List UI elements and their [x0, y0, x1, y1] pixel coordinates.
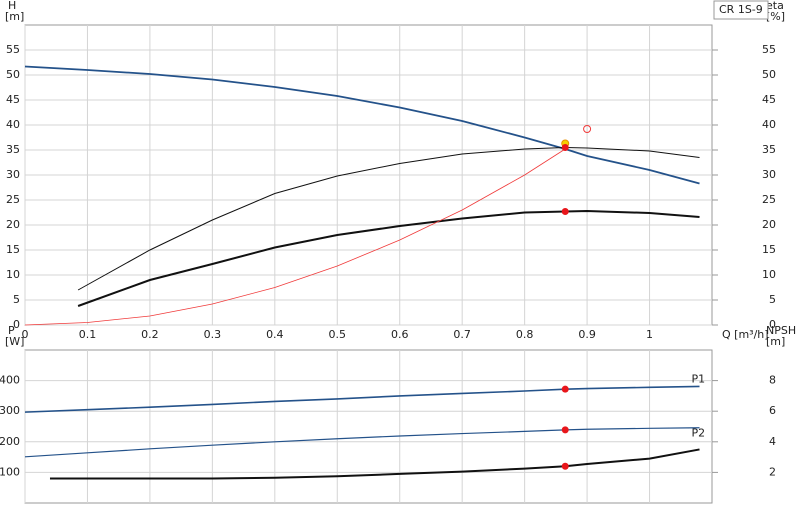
legend-text: CR 1S-9	[719, 3, 763, 16]
series-line	[77, 209, 700, 307]
legend-box	[713, 0, 769, 20]
y2-tick-label: 30	[762, 168, 776, 181]
y2-tick-label: 4	[769, 435, 776, 448]
y2-tick-label: 20	[762, 218, 776, 231]
x-tick-label: 0.9	[578, 328, 596, 341]
y-tick-label: 0	[13, 318, 20, 331]
y-tick-label: 30	[6, 168, 20, 181]
marker	[561, 426, 569, 434]
y2-axis-label: [m]	[766, 335, 785, 348]
y-axis-label: H	[8, 0, 16, 12]
y2-tick-label: 10	[762, 268, 776, 281]
series-line	[24, 385, 700, 413]
y-tick-label: 200	[0, 435, 20, 448]
x-tick-label: 0.7	[453, 328, 471, 341]
y-axis-label: [W]	[5, 335, 24, 348]
y-tick-label: 5	[13, 293, 20, 306]
y2-tick-label: 50	[762, 68, 776, 81]
marker	[561, 144, 569, 151]
x-tick-label: 0.5	[329, 328, 347, 341]
y2-tick-label: 8	[769, 374, 776, 387]
y2-tick-label: 25	[762, 193, 776, 206]
y2-tick-label: 45	[762, 93, 776, 106]
y2-tick-label: 40	[762, 118, 776, 131]
y-tick-label: 40	[6, 118, 20, 131]
series-line	[49, 448, 700, 480]
y2-tick-label: 5	[769, 293, 776, 306]
x-tick-label: 0	[22, 328, 29, 341]
marker	[561, 462, 569, 470]
x-tick-label: 0.6	[391, 328, 409, 341]
y2-tick-label: 35	[762, 143, 776, 156]
y-tick-label: 25	[6, 193, 20, 206]
y2-tick-label: 2	[769, 465, 776, 478]
y2-axis-label: eta	[766, 0, 784, 12]
marker	[583, 125, 592, 133]
y2-tick-label: 15	[762, 243, 776, 256]
x-tick-label: 0.1	[79, 328, 97, 341]
y-tick-label: 45	[6, 93, 20, 106]
y-tick-label: 10	[6, 268, 20, 281]
y-axis-label: [m]	[5, 10, 24, 23]
series-line	[24, 65, 700, 185]
y2-tick-label: 0	[769, 318, 776, 331]
y2-tick-label: 6	[769, 404, 776, 417]
series-line	[24, 427, 700, 458]
x-axis-label: Q [m³/h]	[722, 328, 769, 341]
y-tick-label: 300	[0, 404, 20, 417]
x-tick-label: 0.3	[204, 328, 222, 341]
marker	[561, 208, 569, 215]
x-tick-label: 0.4	[266, 328, 284, 341]
plot-frame	[24, 349, 713, 504]
y-tick-label: 35	[6, 143, 20, 156]
y-axis-label: P	[8, 324, 15, 337]
series-label: P1	[692, 372, 706, 385]
y-tick-label: 55	[6, 43, 20, 56]
y-tick-label: 15	[6, 243, 20, 256]
x-tick-label: 0.8	[516, 328, 534, 341]
x-tick-label: 1	[646, 328, 653, 341]
series-line	[24, 148, 566, 326]
y-tick-label: 100	[0, 465, 20, 478]
y-tick-label: 400	[0, 374, 20, 387]
y-tick-label: 50	[6, 68, 20, 81]
series-line	[77, 146, 700, 291]
series-label: P2	[692, 427, 706, 440]
y2-tick-label: 55	[762, 43, 776, 56]
y2-axis-label: [%]	[766, 10, 785, 23]
marker	[561, 385, 569, 393]
y-tick-label: 20	[6, 218, 20, 231]
y2-axis-label: NPSH	[766, 324, 796, 337]
x-tick-label: 0.2	[141, 328, 159, 341]
